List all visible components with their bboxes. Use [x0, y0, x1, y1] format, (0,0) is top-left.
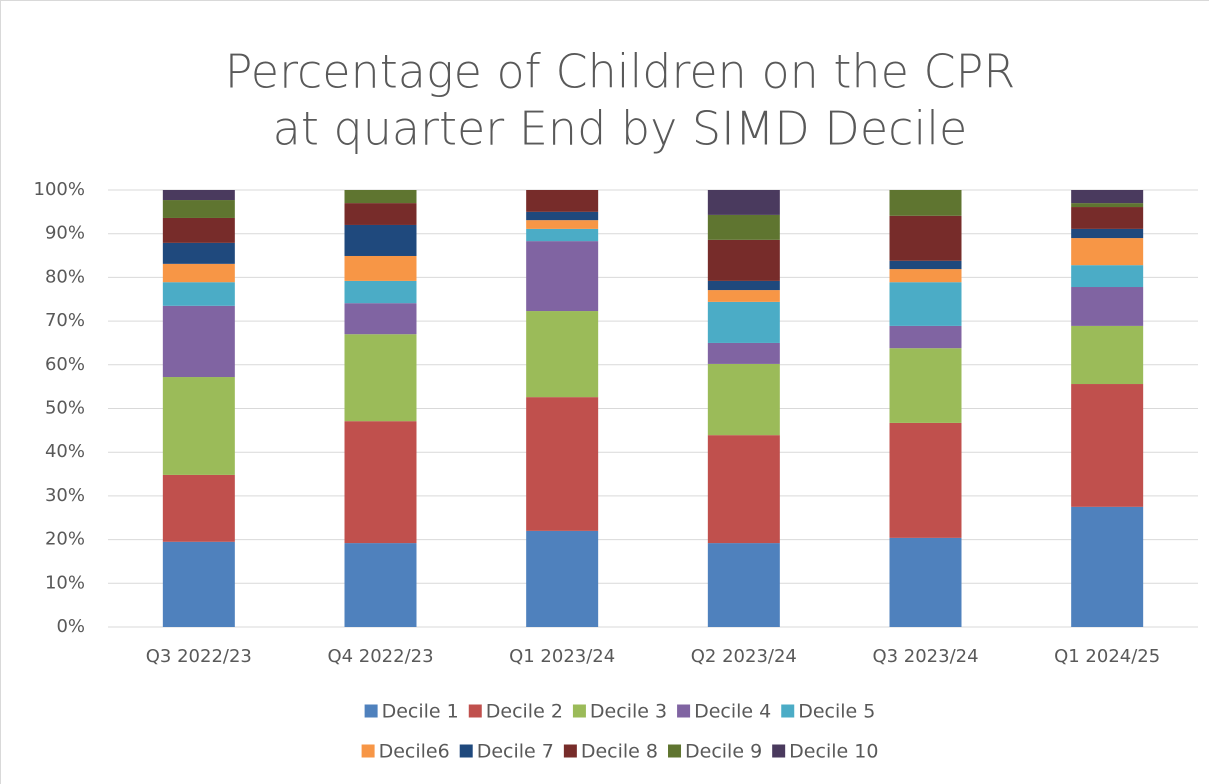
bar-segment	[707, 363, 780, 436]
bar-segment	[344, 280, 417, 304]
y-tick-label: 80%	[45, 266, 85, 287]
bar-segment	[1071, 207, 1144, 229]
y-tick-label: 0%	[56, 616, 85, 637]
legend-label: Decile 9	[685, 741, 762, 763]
bar-segment	[162, 305, 235, 378]
bar-segment	[889, 269, 962, 283]
bar-segment	[889, 537, 962, 627]
bar-segment	[344, 203, 417, 225]
legend-swatch	[361, 744, 375, 758]
y-tick-label: 20%	[45, 529, 85, 550]
y-tick-label: 70%	[45, 310, 85, 331]
bar-segment	[344, 190, 417, 204]
x-tick-label: Q4 2022/23	[327, 646, 433, 667]
legend-label: Decile 7	[477, 741, 554, 763]
bar-segment	[707, 543, 780, 627]
y-tick-label: 10%	[45, 572, 85, 593]
bar-segment	[526, 397, 599, 531]
x-tick-label: Q1 2024/25	[1054, 646, 1160, 667]
x-tick-label: Q3 2023/24	[872, 646, 978, 667]
legend-label: Decile 1	[382, 701, 459, 723]
bar-segment	[889, 422, 962, 538]
bar-segment	[526, 530, 599, 627]
bar-segment	[344, 421, 417, 544]
bar-segment	[162, 474, 235, 542]
bar-segment	[889, 348, 962, 423]
legend-swatch	[772, 744, 786, 758]
bar-segment	[1071, 287, 1144, 326]
legend-label: Decile6	[379, 741, 450, 763]
bar-segment	[889, 325, 962, 349]
bar-segment	[707, 301, 780, 343]
legend-swatch	[572, 704, 586, 718]
bar-segment	[1071, 238, 1144, 266]
bar-segment	[707, 342, 780, 364]
chart-title: Percentage of Children on the CPR	[225, 45, 1016, 99]
bar-segment	[1071, 203, 1144, 208]
bar-segment	[162, 217, 235, 243]
y-tick-label: 90%	[45, 223, 85, 244]
bar-segment	[707, 435, 780, 544]
legend-label: Decile 5	[798, 701, 875, 723]
legend-label: Decile 3	[590, 701, 667, 723]
bar-segment	[344, 224, 417, 256]
chart-title: at quarter End by SIMD Decile	[273, 102, 968, 156]
bar-segment	[889, 282, 962, 326]
bar-segment	[1071, 506, 1144, 627]
bar-segment	[1071, 384, 1144, 507]
y-tick-label: 60%	[45, 354, 85, 375]
legend-swatch	[677, 704, 691, 718]
bar-segment	[889, 190, 962, 216]
y-tick-label: 40%	[45, 441, 85, 462]
legend-label: Decile 4	[694, 701, 771, 723]
bar-segment	[707, 214, 780, 240]
legend-swatch	[459, 744, 473, 758]
bar-segment	[1071, 325, 1144, 385]
legend-label: Decile 10	[789, 741, 878, 763]
bar-segment	[1071, 228, 1144, 239]
bar-segment	[162, 242, 235, 264]
bar-segment	[162, 200, 235, 218]
bar-segment	[526, 241, 599, 312]
bar-segment	[162, 541, 235, 627]
bar-segment	[344, 255, 417, 281]
legend-label: Decile 2	[486, 701, 563, 723]
y-tick-label: 50%	[45, 398, 85, 419]
x-tick-label: Q3 2022/23	[146, 646, 252, 667]
bar-segment	[526, 211, 599, 221]
bar-segment	[344, 303, 417, 335]
bar-segment	[707, 190, 780, 215]
bar-segment	[526, 311, 599, 398]
bar-segment	[889, 215, 962, 261]
legend-swatch	[781, 704, 795, 718]
legend-swatch	[668, 744, 682, 758]
bar-segment	[889, 260, 962, 270]
bar-segment	[162, 263, 235, 283]
bar-segment	[162, 377, 235, 475]
bar-segment	[344, 543, 417, 627]
legend-label: Decile 8	[581, 741, 658, 763]
legend-swatch	[468, 704, 482, 718]
x-tick-label: Q2 2023/24	[691, 646, 797, 667]
bar-segment	[344, 334, 417, 422]
bar-segment	[162, 190, 235, 201]
bar-segment	[707, 290, 780, 302]
bar-segment	[707, 239, 780, 281]
bar-segment	[162, 282, 235, 306]
bar-segment	[707, 280, 780, 291]
x-tick-label: Q1 2023/24	[509, 646, 615, 667]
legend-swatch	[563, 744, 577, 758]
bar-segment	[526, 220, 599, 229]
bar-segment	[526, 190, 599, 212]
legend-swatch	[364, 704, 378, 718]
y-tick-label: 30%	[45, 485, 85, 506]
y-tick-label: 100%	[34, 179, 85, 200]
bar-segment	[1071, 265, 1144, 288]
bar-segment	[1071, 190, 1144, 204]
bar-segment	[526, 228, 599, 242]
